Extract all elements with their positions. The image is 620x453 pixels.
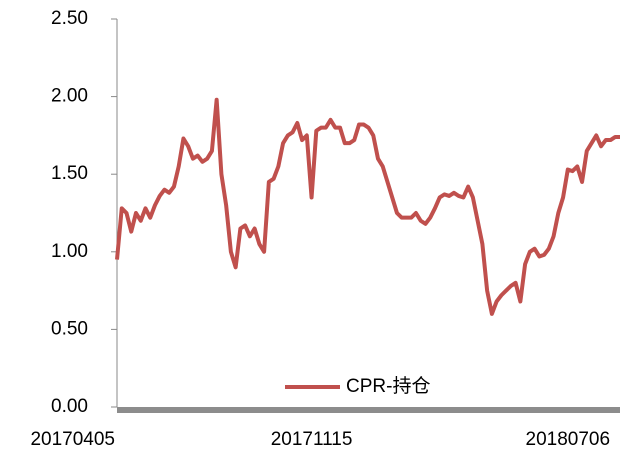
x-tick-label: 20171115 <box>271 429 353 450</box>
legend-label: CPR-持仓 <box>346 375 430 397</box>
y-tick-label: 0.00 <box>51 396 88 417</box>
x-axis <box>117 407 620 413</box>
y-tick-label: 0.50 <box>51 318 88 339</box>
y-tick-label: 1.00 <box>51 241 88 262</box>
y-tick-label: 2.50 <box>51 8 88 29</box>
y-tick-label: 1.50 <box>51 163 88 184</box>
x-tick-label: 20170405 <box>30 429 115 450</box>
x-tick-label: 20180706 <box>526 429 611 450</box>
y-tick-label: 2.00 <box>51 86 88 107</box>
series-line <box>115 97 620 316</box>
